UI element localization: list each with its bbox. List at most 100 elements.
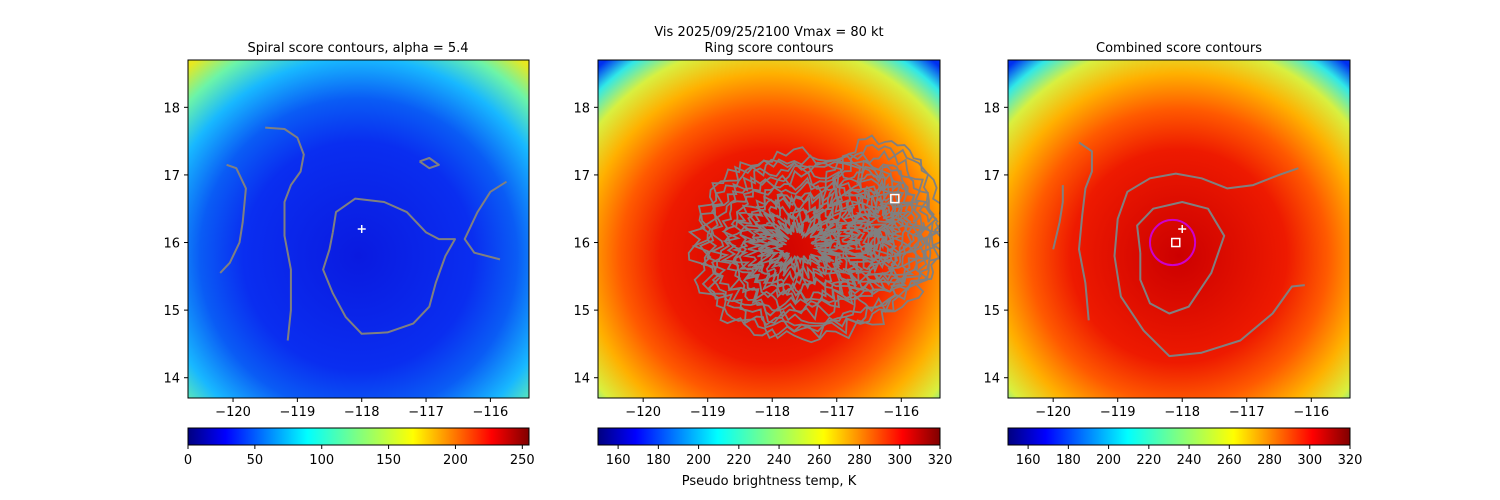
colorbar-label: Pseudo brightness temp, K (682, 474, 857, 489)
colorbar-tick-label: 280 (847, 453, 872, 468)
contour-line (717, 169, 910, 322)
x-tick-label: −119 (280, 405, 316, 420)
y-tick-label: 14 (983, 372, 1000, 387)
x-tick-label: −117 (819, 405, 855, 420)
colorbar-tick-label: 320 (1338, 453, 1363, 468)
contour-line (765, 214, 841, 278)
contour-layer (687, 134, 940, 344)
x-tick-label: −119 (690, 405, 726, 420)
contour-line (840, 171, 918, 274)
y-axis: 14 15 16 17 18 (163, 101, 188, 387)
colorbar-tick-label: 160 (606, 453, 631, 468)
colorbar-tick-label: 300 (1297, 453, 1322, 468)
colorbar-tick-label: 300 (887, 453, 912, 468)
y-tick-label: 17 (573, 169, 590, 184)
x-tick-label: −117 (1229, 405, 1265, 420)
colorbar-tick-label: 0 (184, 453, 192, 468)
y-tick-label: 18 (163, 101, 180, 116)
colorbar-tick-label: 260 (1217, 453, 1242, 468)
contour-line (1136, 201, 1226, 315)
colorbar-frame (187, 427, 530, 446)
axes-frame (187, 59, 530, 399)
marker-layer (1148, 218, 1197, 267)
colorbar-tick-label: 200 (1096, 453, 1121, 468)
contour-line (322, 197, 456, 335)
panel-spiral: Spiral score contours, alpha = 5.4 −120 −… (163, 41, 534, 468)
y-tick-label: 15 (163, 304, 180, 319)
colorbar-tick-label: 220 (1136, 453, 1161, 468)
x-tick-label: −119 (1100, 405, 1136, 420)
contour-line (1078, 141, 1093, 321)
y-tick-label: 14 (163, 372, 180, 387)
colorbar-tick-label: 200 (443, 453, 468, 468)
colorbar-ticks: 0 50 100 150 200 250 (184, 445, 535, 468)
colorbar (1008, 428, 1350, 445)
colorbar-tick-label: 200 (686, 453, 711, 468)
x-tick-label: −118 (754, 405, 790, 420)
x-axis: −120 −119 −118 −117 −116 (625, 398, 919, 420)
panel-title: Combined score contours (1096, 41, 1262, 56)
colorbar-tick-label: 250 (510, 453, 535, 468)
y-tick-label: 18 (573, 101, 590, 116)
contour-line (828, 159, 930, 286)
colorbar-ticks: 160 180 200 220 240 260 280 300 320 (1016, 445, 1363, 468)
x-tick-label: −117 (408, 405, 444, 420)
x-axis: −120 −119 −118 −117 −116 (215, 398, 508, 420)
y-axis: 14 15 16 17 18 (573, 101, 598, 387)
x-tick-label: −116 (883, 405, 919, 420)
colorbar-tick-label: 320 (928, 453, 953, 468)
colorbar-tick-label: 260 (807, 453, 832, 468)
y-tick-label: 17 (163, 169, 180, 184)
contour-line (706, 161, 922, 333)
contour-line (265, 126, 305, 341)
contour-line (709, 164, 915, 325)
marker-layer (357, 225, 366, 233)
colorbar-tick-label: 150 (376, 453, 401, 468)
panel-title: Spiral score contours, alpha = 5.4 (247, 41, 468, 56)
colorbar-frame (597, 427, 941, 446)
x-tick-label: −118 (344, 405, 380, 420)
contour-line (855, 194, 901, 251)
colorbar-tick-label: 50 (247, 453, 264, 468)
axes-frame (1007, 59, 1351, 399)
axes-frame (597, 59, 941, 399)
square-marker (1171, 237, 1181, 248)
panel-combined: Combined score contours −120 −119 −118 −117… (983, 41, 1362, 468)
contour-line (219, 163, 247, 274)
contour-line (1113, 167, 1305, 358)
contour-layer (219, 126, 508, 341)
y-axis: 14 15 16 17 18 (983, 101, 1008, 387)
x-tick-label: −118 (1164, 405, 1200, 420)
y-tick-label: 16 (983, 237, 1000, 252)
colorbar-tick-label: 180 (646, 453, 671, 468)
contour-line (1052, 185, 1064, 250)
colorbar-tick-label: 180 (1056, 453, 1081, 468)
x-tick-label: −120 (1035, 405, 1071, 420)
fit-circle-marker (1148, 218, 1197, 267)
x-axis: −120 −119 −118 −117 −116 (1035, 398, 1329, 420)
y-tick-label: 15 (573, 304, 590, 319)
x-tick-label: −116 (1293, 405, 1329, 420)
colorbar-tick-label: 240 (1177, 453, 1202, 468)
x-tick-label: −120 (215, 405, 251, 420)
contour-line (850, 184, 905, 259)
contour-line (825, 149, 935, 293)
contour-line (463, 180, 508, 261)
colorbar-ticks: 160 180 200 220 240 260 280 300 320 (606, 445, 953, 468)
center-square-marker (890, 193, 900, 204)
contour-line (687, 146, 940, 344)
contour-line (419, 157, 440, 170)
y-tick-label: 16 (163, 237, 180, 252)
colorbar-tick-label: 100 (309, 453, 334, 468)
x-tick-label: −120 (625, 405, 661, 420)
colorbar-frame (1007, 427, 1351, 446)
contour-line (771, 221, 836, 267)
y-tick-label: 16 (573, 237, 590, 252)
y-tick-label: 14 (573, 372, 590, 387)
colorbar-tick-label: 160 (1016, 453, 1041, 468)
contour-layer (1052, 141, 1305, 358)
figure-suptitle: Vis 2025/09/25/2100 Vmax = 80 kt (654, 25, 883, 40)
y-tick-label: 17 (983, 169, 1000, 184)
contour-line (812, 134, 940, 314)
